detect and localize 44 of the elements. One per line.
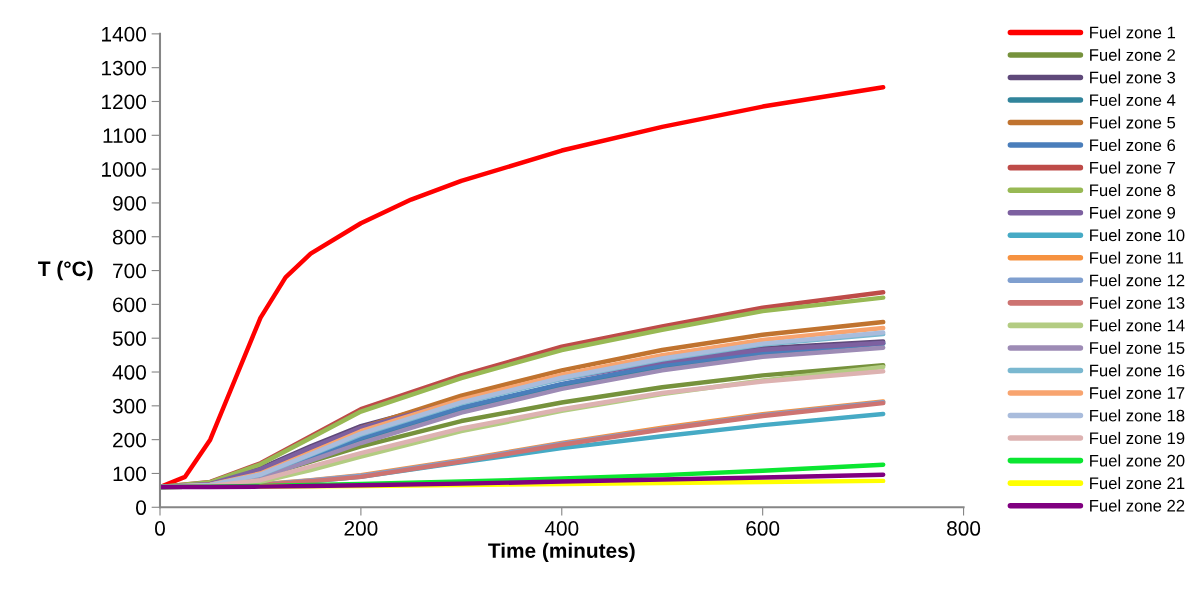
y-tick-label: 400 — [112, 365, 146, 380]
y-tick-label: 800 — [112, 229, 146, 245]
legend-label: Fuel zone 15 — [1090, 341, 1185, 354]
y-tick-label: 500 — [112, 331, 146, 346]
y-tick-label: 200 — [113, 432, 146, 448]
legend-label: Fuel zone 8 — [1090, 183, 1176, 197]
x-tick-label: 400 — [544, 521, 579, 536]
legend-label: Fuel zone 4 — [1090, 93, 1176, 107]
legend-label: Fuel zone 14 — [1090, 319, 1185, 332]
y-tick-label: 1300 — [102, 60, 146, 76]
legend-label: Fuel zone 20 — [1090, 454, 1185, 467]
legend-label: Fuel zone 19 — [1090, 431, 1185, 445]
legend-label: Fuel zone 7 — [1090, 161, 1175, 174]
legend-label: Fuel zone 10 — [1090, 228, 1185, 242]
y-tick-label: 1200 — [102, 94, 146, 110]
y-tick-label: 100 — [113, 466, 146, 482]
y-tick-label: 300 — [112, 398, 146, 414]
legend-label: Fuel zone 12 — [1090, 274, 1185, 287]
y-tick-label: 900 — [113, 195, 146, 211]
y-tick-label: 600 — [113, 297, 146, 313]
y-tick-label: 1000 — [102, 162, 146, 177]
x-axis-title: Time (minutes) — [488, 542, 635, 563]
legend-label: Fuel zone 3 — [1090, 71, 1176, 84]
x-tick-label: 0 — [155, 521, 165, 536]
y-tick-label: 1400 — [102, 26, 146, 42]
legend-label: Fuel zone 18 — [1090, 409, 1185, 422]
legend-label: Fuel zone 11 — [1090, 251, 1184, 264]
legend-label: Fuel zone 1 — [1090, 26, 1176, 39]
legend-label: Fuel zone 16 — [1090, 364, 1185, 377]
y-tick-label: 1100 — [103, 128, 146, 144]
x-tick-label: 800 — [947, 521, 981, 536]
legend-label: Fuel zone 2 — [1090, 48, 1175, 61]
y-tick-label: 700 — [113, 263, 146, 279]
legend-label: Fuel zone 22 — [1090, 499, 1185, 512]
legend-label: Fuel zone 17 — [1090, 386, 1185, 399]
legend-label: Fuel zone 13 — [1090, 296, 1185, 309]
legend-label: Fuel zone 9 — [1090, 206, 1176, 219]
x-tick-label: 600 — [746, 521, 780, 536]
legend-label: Fuel zone 21 — [1090, 476, 1185, 490]
y-tick-label: 0 — [136, 500, 146, 516]
x-tick-label: 200 — [344, 521, 378, 536]
legend-label: Fuel zone 6 — [1090, 138, 1176, 152]
legend-label: Fuel zone 5 — [1090, 116, 1176, 129]
y-axis-title: T (°C) — [38, 260, 93, 281]
